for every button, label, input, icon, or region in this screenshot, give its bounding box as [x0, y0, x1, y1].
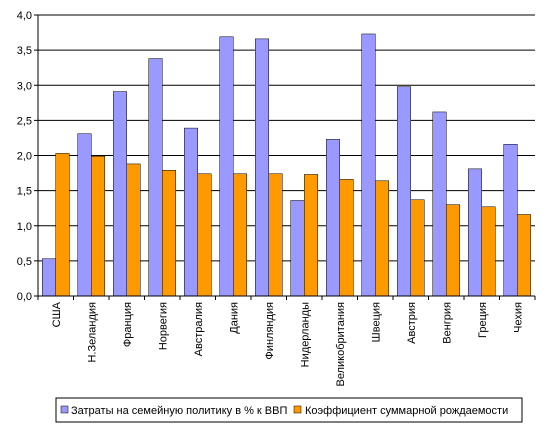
x-tick-label: Н.Зеландия	[86, 302, 98, 363]
x-tick-label: Венгрия	[441, 302, 453, 344]
y-tick-label: 3,5	[17, 45, 32, 57]
bar-series-1	[503, 144, 518, 297]
x-tick-label: Великобритания	[335, 302, 347, 387]
legend-label-series-2: Коэффициент суммарной рождаемости	[305, 405, 508, 417]
y-tick-label: 3,0	[17, 80, 32, 92]
y-tick-label: 4,0	[17, 10, 32, 22]
bar-series-2	[481, 206, 496, 297]
x-tick-labels: США Н.Зеландия Франция Норвегия Австралия Дан…	[51, 301, 525, 386]
y-tick-labels: 0,0 0,5 1,0 1,5 2,0 2,5 3,0 3,5 4,0	[17, 10, 32, 303]
bar-series-2	[446, 204, 460, 297]
x-tick-label: Франция	[122, 302, 134, 347]
bar-series-2	[517, 214, 531, 297]
bar-series-1	[397, 86, 411, 297]
bar-series-1	[468, 168, 482, 297]
bar-series-2	[126, 163, 141, 297]
legend-label-series-1: Затраты на семейную политику в % к ВВП	[71, 405, 287, 417]
bar-series-1	[361, 33, 376, 297]
y-tick-label: 1,0	[17, 221, 32, 233]
bar-series-1	[326, 139, 340, 297]
legend-box	[55, 397, 523, 423]
y-tick-label: 1,5	[17, 186, 32, 198]
bar-series-2	[304, 174, 318, 297]
bar-series-1	[432, 111, 447, 297]
bar-series-1	[184, 127, 198, 297]
bar-series-2	[91, 155, 105, 297]
bar-series-2	[197, 173, 212, 297]
x-tick-label: Греция	[477, 302, 489, 338]
x-tick-label: Австрия	[406, 302, 418, 344]
bar-series-1	[77, 133, 92, 297]
bar-series-1	[148, 58, 163, 297]
x-tick-label: Дания	[228, 302, 240, 334]
legend-swatch-series-1	[60, 405, 69, 414]
y-tick-label: 2,0	[17, 151, 32, 163]
x-tick-label: Австралия	[193, 302, 205, 356]
bar-series-2	[162, 170, 176, 297]
bar-series-1	[42, 258, 56, 297]
bar-series-1	[113, 91, 127, 297]
x-tick-label: Норвегия	[157, 302, 169, 350]
bar-series-2	[375, 180, 389, 297]
bars	[42, 33, 531, 297]
bar-series-2	[339, 179, 354, 297]
bar-series-1	[290, 200, 305, 297]
legend-swatch-series-2	[293, 405, 302, 414]
bar-series-2	[233, 173, 247, 297]
x-tick-label: США	[51, 301, 63, 327]
x-tick-label: Чехия	[512, 302, 524, 333]
legend: Затраты на семейную политику в % к ВВП К…	[55, 397, 523, 423]
y-tick-label: 0,5	[17, 256, 32, 268]
x-tick-label: Финляндия	[264, 302, 276, 360]
bar-series-1	[255, 38, 269, 297]
y-tick-label: 2,5	[17, 115, 32, 127]
y-tick-label: 0,0	[17, 291, 32, 303]
bar-series-2	[55, 153, 70, 297]
x-tick-label: Нидерланды	[299, 302, 311, 367]
bar-series-2	[268, 173, 283, 297]
bar-series-2	[410, 199, 425, 297]
x-tick-label: Швеция	[370, 302, 382, 342]
axes	[34, 14, 536, 300]
bar-series-1	[219, 36, 234, 297]
